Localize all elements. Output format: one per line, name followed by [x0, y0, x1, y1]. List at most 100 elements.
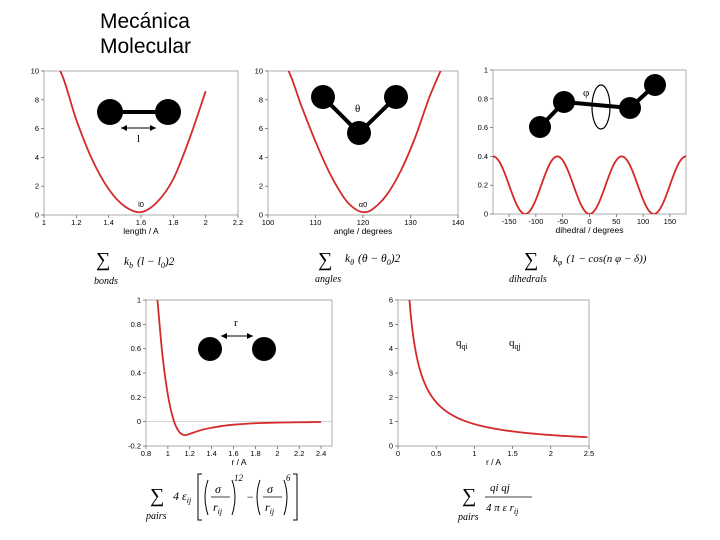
y-tick-label: 10: [31, 67, 39, 76]
r-1-letter: r: [213, 500, 218, 514]
paren-left-1: [204, 479, 209, 516]
y-tick-label: 0.2: [478, 181, 488, 190]
x-tick-label: 120: [357, 218, 370, 227]
dihedral-chart: -150 -100 -50 0 50 100 150 0 0.2 0.4 0.6 0.8 1 dihedr…: [478, 66, 687, 235]
bond-diagram: l: [97, 99, 181, 145]
paren-right-1: [231, 479, 236, 516]
title-line-1: Mecánica: [100, 10, 190, 33]
power-6: 6: [286, 473, 291, 483]
x-axis-label: angle / degrees: [334, 226, 393, 236]
energy-curve: [59, 71, 207, 214]
y-tick-label: 10: [255, 67, 263, 76]
sum-sign: ∑: [524, 249, 538, 271]
y-tick-label: 1: [484, 66, 488, 75]
x-tick-label: 50: [612, 217, 620, 226]
x-tick-label: -100: [528, 217, 543, 226]
lj-diagram: r: [198, 317, 276, 361]
formula-body: kθ (θ − θ0)2: [345, 253, 401, 267]
zero-subscript: 0: [161, 261, 165, 270]
dihedral-label: φ: [583, 87, 589, 99]
charge-qi-sub: qi: [462, 342, 469, 351]
minus-sign: −: [246, 490, 254, 504]
x-tick-label: 1.5: [507, 449, 517, 458]
sum-subscript: angles: [315, 274, 341, 285]
y-tick-label: 4: [35, 153, 39, 162]
x-tick-label: 110: [310, 218, 322, 227]
energy-curve: [156, 300, 322, 437]
bond-formula: ∑ bonds kb (l − l0)2: [94, 249, 175, 287]
epsilon-prefix: 4 ε: [173, 489, 187, 503]
epsilon-subscript: ij: [187, 496, 192, 505]
minimum-label: α0: [359, 200, 368, 209]
x-tick-label: 1.6: [228, 449, 238, 458]
x-tick-label: -150: [502, 217, 517, 226]
x-tick-label: 130: [404, 218, 417, 227]
formula-body: kφ (1 − cos(n φ − δ)): [553, 253, 647, 267]
x-tick-label: 2.2: [233, 218, 243, 227]
sigma-1: σ: [215, 482, 222, 496]
atom-top-right: [384, 85, 408, 109]
y-tick-label: 0: [259, 211, 263, 220]
sum-sign: ∑: [318, 249, 332, 271]
angle-diagram: θ: [311, 85, 408, 145]
denominator: 4 π ε rij: [486, 502, 519, 516]
denominator-subscript: ij: [514, 507, 519, 516]
y-tick-label: 0: [35, 211, 39, 220]
x-tick-label: 100: [637, 217, 650, 226]
sum-subscript: pairs: [145, 511, 167, 522]
r-1: rij: [213, 500, 223, 516]
x-axis-label: dihedral / degrees: [555, 225, 623, 235]
sum-subscript: pairs: [457, 512, 479, 523]
x-tick-label: 2: [204, 218, 208, 227]
energy-curve: [287, 71, 442, 214]
distance-arrow-head-right: [247, 333, 253, 339]
charge-labels: qqi qqj: [456, 337, 521, 351]
x-axis-label: length / A: [123, 226, 159, 236]
r-2: rij: [265, 500, 275, 516]
atom-center: [347, 121, 371, 145]
zero-subscript: 0: [387, 258, 391, 267]
y-tick-label: 5: [389, 320, 393, 329]
x-tick-label: 2.2: [294, 449, 304, 458]
x-tick-label: 150: [664, 217, 677, 226]
distance-label: r: [234, 317, 238, 329]
atom-left: [97, 99, 123, 125]
y-tick-label: 6: [389, 296, 393, 305]
charge-qj-sub: qj: [515, 342, 521, 351]
title-line-2: Molecular: [100, 35, 192, 58]
bond-chart: 1 1.2 1.4 1.6 1.8 2 2.2 0 2 4 6 8 10 length / A l0: [31, 67, 244, 237]
formula-expression: (l − l: [137, 256, 161, 268]
x-tick-label: 0: [396, 449, 400, 458]
coulomb-formula: ∑ pairs qi qj 4 π ε rij: [457, 482, 532, 523]
x-axis-label: r / A: [231, 457, 246, 467]
charge-qi: qqi: [456, 337, 469, 351]
bracket-left: [197, 473, 202, 521]
plot-frame: [397, 299, 590, 447]
atom-left: [198, 337, 222, 361]
x-tick-label: 1: [472, 449, 476, 458]
minimum-label: l0: [138, 200, 144, 209]
power-12: 12: [234, 473, 244, 483]
page-title: Mecánica Molecular: [100, 9, 300, 59]
y-tick-label: 4: [259, 153, 263, 162]
y-tick-label: 0: [389, 442, 393, 451]
energy-curve: [408, 300, 588, 439]
atom-3: [619, 97, 641, 119]
x-tick-label: 2.4: [316, 449, 326, 458]
x-tick-label: -50: [557, 217, 568, 226]
x-tick-label: 2: [549, 449, 553, 458]
atom-top-left: [311, 85, 335, 109]
plot-frame: [43, 70, 239, 216]
formula-power: )2: [164, 256, 175, 268]
coulomb-chart: 0 0.5 1 1.5 2 2.5 0 1 2 3 4 5 6 r / A: [389, 296, 594, 468]
epsilon-term: 4 εij: [173, 489, 192, 505]
x-tick-label: 140: [452, 218, 465, 227]
dihedral-formula: ∑ dihedrals kφ (1 − cos(n φ − δ)): [509, 249, 647, 285]
sum-subscript: dihedrals: [509, 274, 547, 285]
dihedral-stick-2: [563, 100, 631, 110]
bracket-right: [293, 473, 298, 521]
formula-expression: (1 − cos(n φ − δ)): [566, 253, 646, 265]
y-tick-label: 6: [259, 124, 263, 133]
sigma-2: σ: [267, 482, 274, 496]
